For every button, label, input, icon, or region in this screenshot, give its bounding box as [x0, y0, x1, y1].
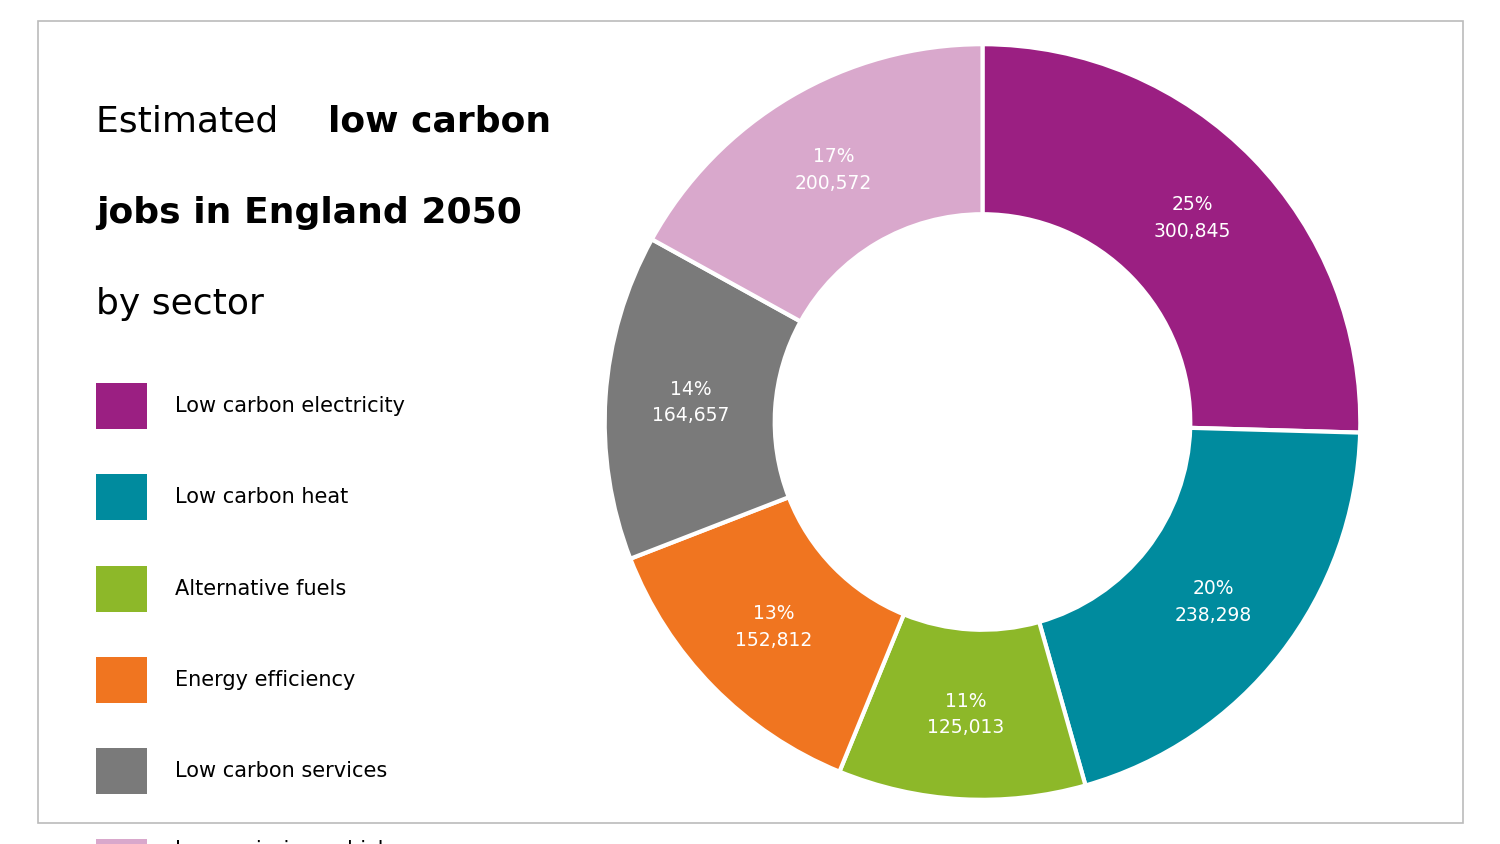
Text: Estimated: Estimated: [96, 105, 290, 138]
Wedge shape: [1040, 428, 1360, 786]
Wedge shape: [630, 497, 904, 771]
Text: Low carbon services: Low carbon services: [174, 761, 387, 781]
Wedge shape: [982, 44, 1360, 433]
Wedge shape: [604, 240, 801, 559]
Text: 17%
200,572: 17% 200,572: [795, 147, 873, 192]
Text: 25%
300,845: 25% 300,845: [1154, 195, 1232, 241]
Text: 11%
125,013: 11% 125,013: [927, 691, 1005, 737]
Bar: [96, 565, 147, 612]
Bar: [96, 383, 147, 429]
Text: 13%
152,812: 13% 152,812: [735, 604, 812, 650]
Text: Low carbon heat: Low carbon heat: [174, 487, 348, 507]
Wedge shape: [652, 44, 982, 322]
Text: Low emission vehicles
and infrastructure: Low emission vehicles and infrastructure: [174, 840, 406, 844]
Bar: [96, 839, 147, 844]
Text: Energy efficiency: Energy efficiency: [174, 670, 356, 690]
Text: Alternative fuels: Alternative fuels: [174, 579, 346, 598]
Bar: [96, 474, 147, 521]
Bar: [96, 657, 147, 703]
Text: 20%
238,298: 20% 238,298: [1174, 579, 1252, 625]
Text: low carbon: low carbon: [327, 105, 550, 138]
Text: Low carbon electricity: Low carbon electricity: [174, 396, 405, 416]
Text: 14%
164,657: 14% 164,657: [651, 380, 729, 425]
Text: by sector: by sector: [96, 287, 264, 321]
Wedge shape: [840, 614, 1086, 800]
Bar: [96, 748, 147, 794]
Text: jobs in England 2050: jobs in England 2050: [96, 196, 522, 230]
